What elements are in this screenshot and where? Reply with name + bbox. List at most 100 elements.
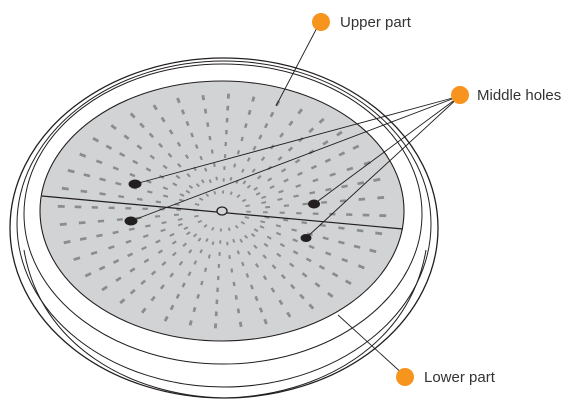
slot-dash (208, 135, 212, 141)
rim-bottom-lip (23, 249, 427, 399)
slot-dash (255, 192, 261, 196)
slot-dash (183, 226, 189, 230)
slot-dash (213, 190, 217, 195)
slot-dash (324, 158, 332, 163)
slot-dash (168, 129, 174, 135)
slot-dash (194, 144, 199, 149)
slot-dash (260, 156, 266, 162)
slot-dash (129, 172, 136, 178)
slot-dash (325, 187, 332, 192)
slot-dash (190, 132, 195, 138)
slot-dash (201, 94, 206, 101)
slot-dash (203, 108, 208, 114)
slot-dash (258, 307, 264, 313)
slot-dash (234, 224, 239, 229)
slot-dash (155, 239, 161, 244)
slot-dash (162, 186, 169, 191)
middle-leader-line (130, 95, 461, 222)
slot-dash (318, 117, 325, 124)
slot-dash (271, 264, 277, 270)
slot-dash (251, 168, 256, 173)
slot-dash (150, 295, 156, 302)
slot-dash (215, 176, 218, 181)
slot-dash (282, 218, 289, 222)
slot-dash (338, 226, 345, 230)
slot-dash (269, 185, 275, 190)
slot-dash (155, 200, 162, 204)
slot-dash (236, 308, 241, 314)
radial-dash-pattern (57, 93, 387, 329)
slot-dash (297, 108, 304, 115)
leader-lines (130, 21, 461, 377)
slot-dash (322, 236, 329, 241)
slot-dash (213, 162, 216, 167)
slot-dash (159, 284, 165, 290)
rim-inner-edge (23, 63, 423, 365)
slot-dash (373, 177, 381, 182)
slot-dash (207, 254, 211, 259)
slot-dash (200, 280, 204, 286)
slot-dash (79, 152, 87, 158)
slot-dash (353, 244, 361, 249)
slot-dash (205, 238, 209, 243)
slot-dash (118, 195, 125, 199)
slot-dash (116, 218, 123, 221)
slot-dash (232, 238, 236, 243)
slot-dash (258, 134, 263, 140)
slot-dash (118, 152, 126, 158)
slot-dash (309, 191, 316, 195)
slot-dash (194, 214, 199, 218)
slot-dash (358, 197, 366, 201)
slot-dash (78, 221, 86, 225)
slot-dash (254, 262, 260, 268)
slot-dash (169, 272, 175, 278)
slot-dash (177, 162, 182, 168)
slot-dash (263, 123, 269, 129)
slot-dash (180, 109, 186, 115)
slot-dash (322, 140, 329, 146)
slot-dash (169, 304, 175, 311)
slot-dash (375, 231, 383, 236)
slot-dash (278, 299, 284, 306)
slot-dash (192, 233, 198, 238)
slot-dash (99, 177, 106, 182)
slot-dash (252, 145, 257, 151)
slot-dash (115, 276, 122, 282)
slot-dash (96, 233, 103, 238)
slot-dash (357, 264, 365, 270)
slot-dash (199, 249, 203, 254)
slot-dash (206, 122, 210, 127)
slot-dash (321, 201, 328, 204)
slot-dash (157, 249, 164, 254)
slot-dash (182, 242, 187, 247)
slot-dash (254, 295, 259, 302)
slot-dash (319, 223, 326, 227)
slot-dash (152, 104, 158, 111)
slot-dash (280, 274, 286, 280)
slot-dash (98, 265, 106, 271)
slot-dash (267, 177, 273, 182)
slot-dash (270, 287, 276, 293)
slot-dash (92, 137, 100, 143)
slot-dash (112, 259, 120, 264)
slot-dash (241, 168, 245, 173)
slot-dash (194, 203, 200, 206)
slot-dash (210, 149, 214, 154)
slot-dash (229, 176, 233, 181)
slot-dash (287, 146, 294, 152)
slot-dash (236, 194, 241, 198)
slot-dash (129, 288, 136, 295)
slot-dash (123, 134, 130, 140)
slot-dash (246, 157, 251, 162)
slot-dash (186, 173, 191, 178)
slot-dash (101, 285, 108, 292)
slot-dash (329, 172, 336, 177)
slot-dash (195, 183, 200, 188)
slot-dash (205, 193, 210, 198)
slot-dash (142, 234, 149, 238)
slot-dash (283, 178, 289, 183)
slot-dash (245, 273, 250, 278)
slot-dash (293, 194, 299, 198)
